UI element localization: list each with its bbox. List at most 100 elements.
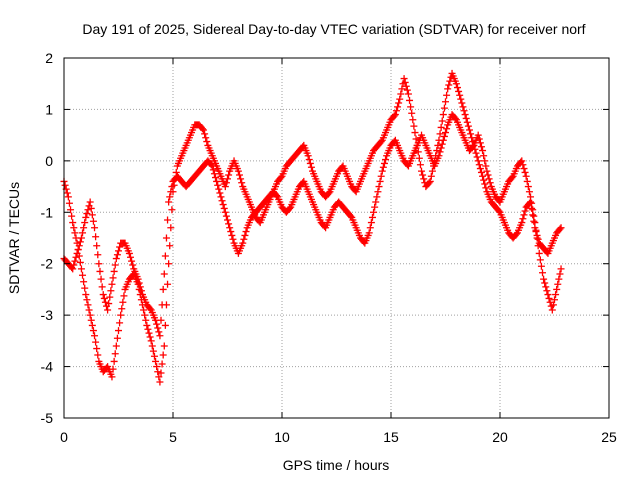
y-tick-label: -3 bbox=[41, 307, 54, 323]
data-point bbox=[104, 306, 112, 314]
data-point-interp bbox=[545, 294, 553, 302]
data-point-interp bbox=[552, 291, 560, 299]
data-point bbox=[108, 373, 116, 381]
data-point-interp bbox=[219, 201, 227, 209]
data-point-interp bbox=[533, 234, 541, 242]
data-point-interp bbox=[532, 226, 540, 234]
data-point-interp bbox=[74, 246, 82, 254]
data-point-interp bbox=[113, 251, 121, 259]
data-point bbox=[82, 291, 90, 299]
data-point-interp bbox=[376, 177, 384, 185]
data-point-interp bbox=[101, 298, 109, 306]
data-point bbox=[518, 157, 526, 165]
data-point bbox=[112, 255, 120, 263]
data-point-interp bbox=[534, 242, 542, 250]
data-point-interp bbox=[210, 170, 218, 178]
data-point-interp bbox=[412, 135, 420, 143]
data-point-interp bbox=[549, 301, 557, 309]
data-point-interp bbox=[75, 242, 83, 250]
data-point-interp bbox=[241, 231, 249, 239]
data-point bbox=[69, 219, 77, 227]
data-point-interp bbox=[94, 351, 102, 359]
x-tick-label: 10 bbox=[274, 429, 290, 445]
data-point-interp bbox=[70, 261, 78, 269]
data-point-interp bbox=[203, 138, 211, 146]
x-tick-label: 0 bbox=[60, 429, 68, 445]
data-point-interp bbox=[237, 175, 245, 183]
data-point-interp bbox=[415, 154, 423, 162]
data-point-interp bbox=[347, 212, 355, 220]
data-point-interp bbox=[71, 257, 79, 265]
data-point-interp bbox=[157, 369, 165, 377]
data-point-interp bbox=[201, 130, 209, 138]
data-point bbox=[234, 167, 242, 175]
data-point-interp bbox=[88, 321, 96, 329]
data-point bbox=[156, 332, 164, 340]
data-point bbox=[77, 265, 85, 273]
grid-lines bbox=[64, 58, 609, 418]
data-point-interp bbox=[111, 350, 119, 358]
data-point-interp bbox=[110, 357, 118, 365]
data-point-interp bbox=[65, 199, 73, 207]
data-point-interp bbox=[120, 292, 128, 300]
data-point-interp bbox=[455, 87, 463, 95]
data-point bbox=[226, 224, 234, 232]
data-point-interp bbox=[442, 98, 449, 106]
data-point-interp bbox=[554, 280, 562, 288]
data-point-interp bbox=[144, 325, 152, 333]
plot-area bbox=[60, 69, 565, 386]
data-point-interp bbox=[406, 96, 414, 104]
data-point-interp bbox=[220, 204, 228, 212]
data-point-interp bbox=[440, 132, 448, 140]
data-point-interp bbox=[164, 216, 172, 224]
data-point bbox=[439, 136, 447, 144]
y-tick-label: 2 bbox=[45, 50, 53, 66]
data-point-interp bbox=[482, 162, 490, 170]
data-point-interp bbox=[403, 86, 411, 94]
data-point-interp bbox=[159, 285, 167, 293]
x-tick-label: 25 bbox=[601, 429, 617, 445]
data-point-interp bbox=[525, 188, 533, 196]
data-point-interp bbox=[476, 165, 484, 173]
data-point-interp bbox=[119, 298, 127, 306]
data-point-interp bbox=[520, 165, 528, 173]
data-point-interp bbox=[80, 224, 88, 232]
data-point-interp bbox=[118, 305, 126, 313]
data-point bbox=[452, 80, 460, 88]
data-point-interp bbox=[222, 212, 230, 220]
data-point-interp bbox=[166, 242, 174, 250]
data-point-interp bbox=[325, 189, 333, 197]
data-point-interp bbox=[307, 163, 315, 171]
y-axis-label: SDTVAR / TECUs bbox=[6, 182, 22, 294]
data-point bbox=[125, 249, 133, 257]
data-point-interp bbox=[115, 327, 122, 335]
data-point-interp bbox=[225, 220, 233, 228]
data-point-interp bbox=[556, 225, 564, 233]
data-point-interp bbox=[207, 161, 215, 169]
data-point bbox=[370, 208, 378, 216]
data-point-interp bbox=[96, 267, 104, 275]
data-point-interp bbox=[443, 91, 451, 99]
data-point-interp bbox=[469, 143, 477, 151]
data-point bbox=[544, 291, 552, 299]
data-point-interp bbox=[521, 207, 529, 215]
data-point-interp bbox=[460, 107, 468, 115]
data-point-interp bbox=[113, 334, 121, 342]
data-point bbox=[221, 183, 229, 191]
data-point-interp bbox=[88, 211, 96, 219]
data-point-interp bbox=[528, 199, 536, 207]
data-point-interp bbox=[463, 118, 471, 126]
data-point-interp bbox=[530, 212, 538, 220]
data-point bbox=[112, 342, 120, 350]
data-point-interp bbox=[100, 294, 108, 302]
data-point-interp bbox=[76, 238, 84, 246]
data-point-interp bbox=[433, 147, 441, 155]
data-point-interp bbox=[411, 129, 419, 137]
data-point-interp bbox=[109, 274, 117, 282]
data-point-interp bbox=[402, 82, 410, 90]
data-point bbox=[479, 172, 487, 180]
data-point-interp bbox=[419, 171, 427, 179]
data-point-interp bbox=[93, 345, 101, 353]
data-point-interp bbox=[240, 235, 248, 243]
data-point bbox=[400, 75, 408, 83]
